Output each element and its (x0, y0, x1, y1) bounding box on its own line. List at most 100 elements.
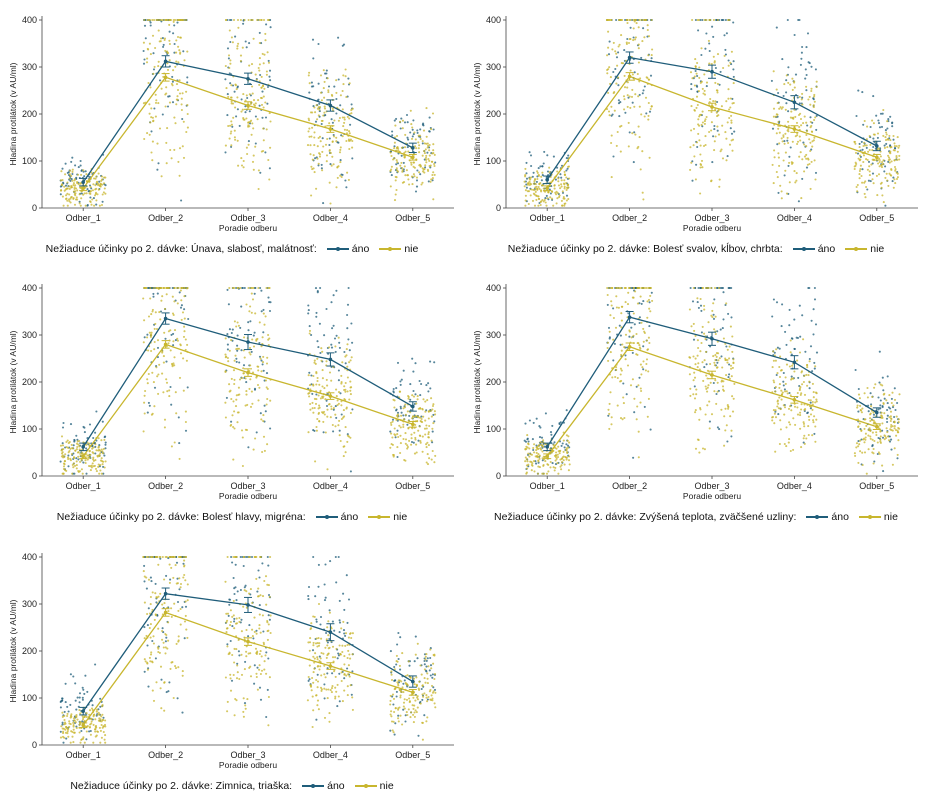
raw-point (538, 197, 541, 201)
raw-point (395, 408, 398, 411)
mean-point (163, 75, 168, 80)
raw-point (265, 128, 268, 131)
raw-point (426, 453, 429, 456)
raw-point (877, 396, 880, 399)
raw-point (98, 180, 101, 183)
raw-point (878, 424, 881, 427)
raw-point (783, 442, 786, 446)
raw-point (347, 338, 350, 341)
raw-point (268, 618, 271, 621)
raw-point (859, 450, 862, 453)
raw-point (624, 111, 627, 114)
raw-point (75, 708, 78, 711)
raw-point (182, 357, 185, 360)
raw-point (75, 457, 78, 460)
y-tick-label: 200 (486, 377, 501, 387)
raw-point (81, 696, 84, 699)
raw-point (101, 420, 104, 423)
raw-point (81, 451, 84, 454)
raw-point (77, 166, 80, 169)
raw-point (524, 440, 528, 443)
raw-point (266, 688, 269, 691)
raw-point (778, 383, 781, 386)
raw-point (235, 325, 238, 328)
raw-point (347, 286, 350, 290)
raw-point (890, 429, 893, 432)
raw-point (229, 40, 232, 44)
raw-point (421, 140, 424, 143)
raw-point (73, 192, 76, 196)
raw-point (415, 451, 418, 454)
raw-point (89, 200, 92, 203)
raw-point (322, 412, 325, 415)
raw-point (773, 351, 776, 354)
raw-point (82, 425, 85, 428)
raw-point (267, 564, 270, 567)
raw-point (776, 176, 779, 179)
raw-point (778, 386, 781, 389)
raw-point (895, 156, 898, 159)
raw-point (88, 450, 91, 453)
raw-point (149, 286, 152, 290)
raw-point (617, 18, 621, 22)
raw-point (258, 18, 261, 22)
raw-point (641, 191, 644, 194)
raw-point (883, 412, 886, 415)
raw-point (728, 357, 731, 360)
raw-point (812, 421, 815, 424)
raw-point (418, 144, 421, 147)
raw-point (389, 430, 392, 433)
raw-point (777, 413, 780, 416)
raw-point (173, 356, 176, 359)
raw-point (730, 50, 733, 53)
raw-point (411, 135, 414, 138)
raw-point (164, 307, 167, 310)
raw-point (872, 462, 875, 465)
raw-point (896, 176, 899, 179)
raw-point (865, 185, 868, 189)
raw-point (781, 140, 784, 143)
raw-point (325, 378, 328, 381)
x-tick-label: Odber_5 (859, 213, 894, 223)
raw-point (884, 138, 888, 142)
raw-point (891, 125, 894, 128)
raw-point (72, 462, 75, 465)
raw-point (416, 131, 419, 134)
raw-point (85, 738, 88, 741)
raw-point (796, 359, 799, 362)
raw-point (710, 179, 713, 182)
raw-point (328, 137, 331, 140)
raw-point (811, 130, 814, 133)
raw-point (163, 37, 167, 40)
raw-point (235, 286, 238, 290)
raw-point (341, 108, 344, 111)
raw-point (335, 395, 338, 398)
raw-point (71, 472, 74, 475)
raw-point (348, 82, 351, 85)
raw-point (524, 167, 527, 170)
raw-point (704, 385, 707, 388)
raw-point (251, 286, 254, 290)
raw-point (807, 61, 810, 64)
raw-point (148, 404, 151, 407)
raw-point (803, 115, 806, 118)
raw-point (405, 169, 408, 172)
raw-point (641, 40, 644, 43)
raw-point (170, 445, 173, 448)
raw-point (871, 419, 874, 422)
raw-point (647, 114, 650, 117)
raw-point (182, 562, 185, 565)
raw-point (524, 422, 527, 425)
raw-point (699, 153, 702, 156)
raw-point (732, 358, 735, 361)
raw-point (185, 130, 188, 134)
raw-point (64, 173, 67, 176)
raw-point (775, 132, 778, 135)
raw-point (714, 66, 717, 70)
raw-point (882, 402, 885, 405)
raw-point (408, 439, 411, 442)
raw-point (560, 464, 563, 467)
raw-point (265, 651, 268, 654)
raw-point (248, 42, 251, 45)
raw-point (633, 131, 636, 134)
